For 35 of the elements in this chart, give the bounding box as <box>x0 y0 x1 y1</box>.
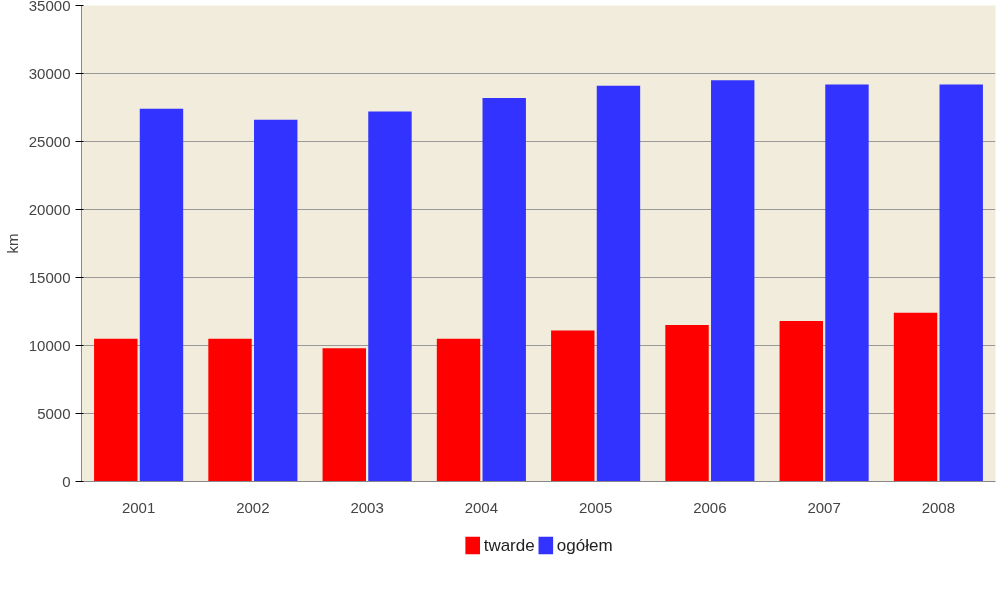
x-tick-label: 2001 <box>121 498 156 516</box>
x-tick-label: 2006 <box>693 498 727 516</box>
y-tick-label: 20000 <box>28 200 71 218</box>
y-tick-label: 10000 <box>28 336 71 354</box>
bar <box>482 97 526 482</box>
y-tick-label: 25000 <box>28 132 71 150</box>
bar <box>254 119 298 482</box>
bar <box>711 80 755 482</box>
bar <box>322 348 366 482</box>
bar <box>94 338 138 482</box>
y-tick-label: 5000 <box>37 404 71 422</box>
bar <box>139 108 184 482</box>
bar <box>939 84 983 482</box>
bar <box>665 325 709 482</box>
legend-label: ogółem <box>556 536 613 555</box>
y-axis-title: km <box>3 233 21 254</box>
x-tick-label: 2008 <box>921 498 956 516</box>
bar <box>893 312 938 482</box>
bar <box>436 338 481 482</box>
y-tick-label: 0 <box>62 472 71 490</box>
legend-label: twarde <box>483 536 535 555</box>
bar <box>551 330 595 482</box>
bar <box>596 85 641 482</box>
bar <box>779 321 823 482</box>
bar <box>208 338 252 482</box>
x-tick-label: 2004 <box>464 498 499 516</box>
y-tick-label: 35000 <box>28 0 71 14</box>
bar <box>825 84 869 482</box>
y-tick-label: 30000 <box>28 64 71 82</box>
x-tick-label: 2002 <box>236 498 270 516</box>
x-tick-label: 2003 <box>350 498 384 516</box>
x-tick-label: 2007 <box>807 498 841 516</box>
bar <box>368 111 412 482</box>
y-tick-label: 15000 <box>28 268 71 286</box>
x-tick-label: 2005 <box>578 498 613 516</box>
